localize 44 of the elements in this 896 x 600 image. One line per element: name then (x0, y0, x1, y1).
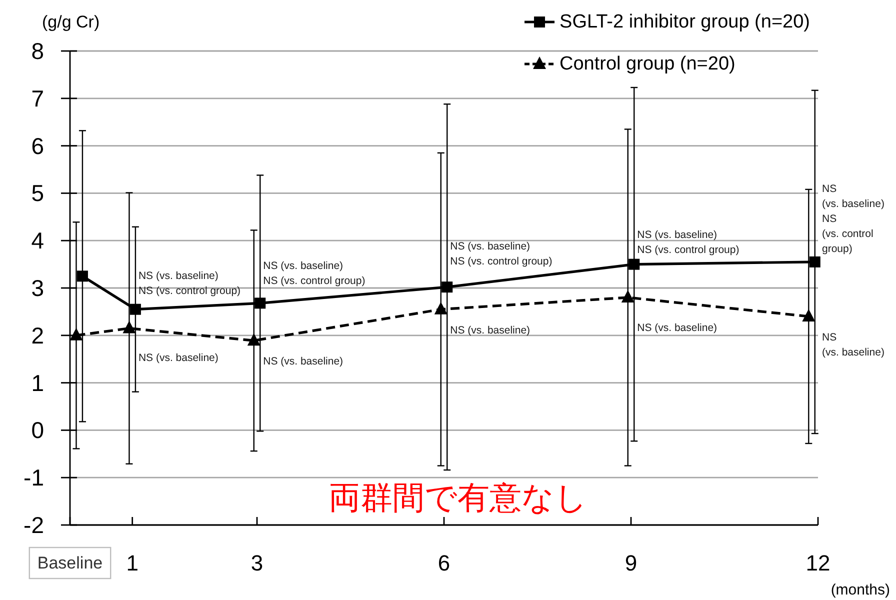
x-axis-title: (months) (830, 582, 890, 598)
ytick-label: 3 (31, 275, 44, 301)
ytick-label: 6 (31, 132, 44, 159)
point (247, 333, 260, 346)
ytick-label: -2 (24, 512, 44, 538)
point (70, 328, 83, 340)
point (802, 308, 816, 322)
ytick-label: 1 (31, 370, 44, 396)
ytick-label: 0 (31, 417, 44, 444)
ytick-label: -1 (24, 464, 44, 491)
annotation: NS (vs. baseline) (263, 356, 344, 368)
annotation: NS (vs. baseline) (822, 331, 884, 358)
xtick-label: 12 (806, 550, 830, 576)
point (76, 270, 88, 282)
point (254, 298, 266, 309)
xtick-label: 6 (438, 550, 450, 576)
point (628, 258, 640, 270)
legend-label: Control group (n=20) (560, 54, 736, 74)
y-axis-title: (g/g Cr) (42, 12, 100, 32)
annotation: NS (vs. baseline) (138, 352, 218, 364)
xtick-label: 3 (250, 550, 264, 576)
point (122, 320, 136, 334)
annotation: NS (vs. baseline) NS (vs. control group) (450, 240, 552, 268)
point (434, 302, 448, 314)
annotation: NS (vs. baseline) (450, 324, 530, 336)
annotation: NS (vs. baseline) NS (vs. control group) (822, 182, 884, 255)
xtick-label: 9 (624, 550, 638, 576)
point (621, 290, 634, 302)
ytick-label: 7 (31, 85, 44, 112)
point (809, 256, 820, 268)
ytick-label: 4 (31, 228, 44, 254)
point (442, 282, 453, 293)
ytick-label: 2 (31, 322, 44, 348)
xtick-label: 1 (126, 550, 138, 576)
annotation: NS (vs. baseline) NS (vs. control group) (138, 270, 241, 298)
annotation: NS (vs. baseline) (637, 322, 718, 334)
ytick-label: 5 (31, 180, 44, 206)
annotation: 両群間で有意なし (328, 479, 588, 516)
annotation: NS (vs. baseline) NS (vs. control group) (637, 228, 740, 256)
xtick-label: Baseline (37, 554, 103, 572)
point (130, 304, 141, 315)
annotation: NS (vs. baseline) NS (vs. control group) (263, 260, 366, 288)
legend-label: SGLT-2 inhibitor group (n=20) (560, 12, 810, 32)
ytick-label: 8 (31, 38, 44, 64)
